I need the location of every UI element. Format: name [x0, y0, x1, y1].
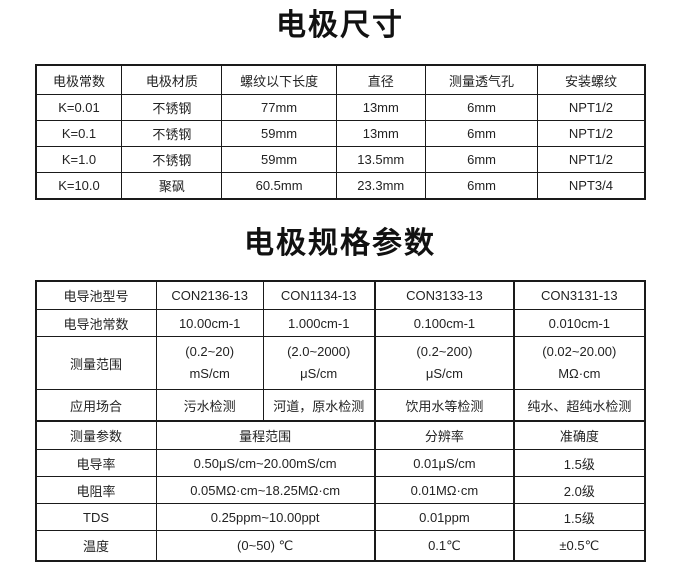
spec-row-application: 应用场合 污水检测 河道，原水检测 饮用水等检测 纯水、超纯水检测: [35, 389, 646, 422]
cell-thread-length: 60.5mm: [221, 172, 337, 200]
spec-title: 电极规格参数: [244, 227, 436, 260]
header-measure-param: 测量参数: [35, 420, 157, 450]
param-range-cell: 0.50μS/cm~20.00mS/cm: [155, 449, 376, 477]
cell-constant: K=1.0: [34, 146, 123, 173]
cell-vent-hole: 6mm: [424, 172, 539, 200]
cell-material: 不锈钢: [121, 120, 223, 147]
header-mount-thread: 安装螺纹: [537, 64, 645, 95]
header-vent-hole: 测量透气孔: [424, 64, 539, 95]
application-cell: 纯水、超纯水检测: [513, 389, 646, 422]
header-range: 量程范围: [155, 420, 376, 450]
cell-diameter: 13.5mm: [335, 146, 426, 173]
cell-mount-thread: NPT1/2: [537, 120, 645, 147]
dim-row-k100: K=10.0 聚砜 60.5mm 23.3mm 6mm NPT3/4: [34, 172, 645, 200]
dim-row-k10: K=1.0 不锈钢 59mm 13.5mm 6mm NPT1/2: [34, 146, 645, 173]
param-accuracy-cell: 2.0级: [513, 476, 646, 504]
param-accuracy-cell: 1.5级: [513, 503, 646, 531]
model-cell: CON3131-13: [513, 280, 646, 310]
model-cell: CON1134-13: [262, 280, 376, 310]
cell-constant: K=0.01: [34, 94, 123, 121]
cell-material: 不锈钢: [121, 146, 223, 173]
param-resolution-cell: 0.1℃: [373, 530, 515, 562]
cell-diameter: 13mm: [335, 120, 426, 147]
cell-mount-thread: NPT1/2: [537, 146, 645, 173]
cell-vent-hole: 6mm: [424, 146, 539, 173]
range-unit: MΩ·cm: [558, 366, 601, 381]
constant-cell: 0.010cm-1: [513, 309, 646, 337]
cell-thread-length: 59mm: [221, 120, 337, 147]
cell-diameter: 13mm: [335, 94, 426, 121]
param-accuracy-cell: ±0.5℃: [513, 530, 646, 562]
param-range-cell: 0.25ppm~10.00ppt: [155, 503, 376, 531]
cell-vent-hole: 6mm: [424, 120, 539, 147]
range-cell: (0.2~20) mS/cm: [155, 336, 264, 390]
range-value: (2.0~2000): [287, 344, 351, 359]
range-cell: (2.0~2000) μS/cm: [262, 336, 376, 390]
spec-row-model: 电导池型号 CON2136-13 CON1134-13 CON3133-13 C…: [35, 280, 646, 310]
cell-mount-thread: NPT3/4: [537, 172, 645, 200]
application-cell: 污水检测: [155, 389, 264, 422]
param-accuracy-cell: 1.5级: [513, 449, 646, 477]
row-label: 电导率: [35, 449, 157, 477]
spec-row-param-header: 测量参数 量程范围 分辨率 准确度: [35, 420, 646, 450]
range-unit: μS/cm: [425, 366, 463, 381]
dimensions-table: 电极常数 电极材质 螺纹以下长度 直径 测量透气孔 安装螺纹 K=0.01 不锈…: [34, 64, 646, 200]
model-cell: CON3133-13: [373, 280, 515, 310]
param-range-cell: 0.05MΩ·cm~18.25MΩ·cm: [155, 476, 376, 504]
header-accuracy: 准确度: [513, 420, 646, 450]
range-value: (0.2~20): [185, 344, 235, 359]
param-resolution-cell: 0.01μS/cm: [373, 449, 515, 477]
range-value: (0.02~20.00): [542, 344, 617, 359]
cell-mount-thread: NPT1/2: [537, 94, 645, 121]
application-cell: 河道，原水检测: [262, 389, 376, 422]
constant-cell: 1.000cm-1: [262, 309, 376, 337]
cell-material: 不锈钢: [121, 94, 223, 121]
dim-header-row: 电极常数 电极材质 螺纹以下长度 直径 测量透气孔 安装螺纹: [34, 64, 645, 95]
param-range-cell: (0~50) ℃: [155, 530, 376, 562]
header-diameter: 直径: [335, 64, 426, 95]
row-label: 测量范围: [35, 336, 157, 390]
cell-vent-hole: 6mm: [424, 94, 539, 121]
spec-row-resistivity: 电阻率 0.05MΩ·cm~18.25MΩ·cm 0.01MΩ·cm 2.0级: [35, 476, 646, 504]
row-label: TDS: [35, 503, 157, 531]
model-cell: CON2136-13: [155, 280, 264, 310]
application-cell: 饮用水等检测: [373, 389, 515, 422]
dimensions-title: 电极尺寸: [276, 9, 404, 42]
row-label: 温度: [35, 530, 157, 562]
param-resolution-cell: 0.01ppm: [373, 503, 515, 531]
cell-constant: K=0.1: [34, 120, 123, 147]
header-resolution: 分辨率: [373, 420, 515, 450]
dim-row-k01: K=0.1 不锈钢 59mm 13mm 6mm NPT1/2: [34, 120, 645, 147]
constant-cell: 0.100cm-1: [373, 309, 515, 337]
param-resolution-cell: 0.01MΩ·cm: [373, 476, 515, 504]
range-cell: (0.02~20.00) MΩ·cm: [513, 336, 646, 390]
spec-row-range: 测量范围 (0.2~20) mS/cm (2.0~2000) μS/cm (0.…: [35, 336, 646, 390]
row-label: 电阻率: [35, 476, 157, 504]
dim-row-k001: K=0.01 不锈钢 77mm 13mm 6mm NPT1/2: [34, 94, 645, 121]
spec-row-temperature: 温度 (0~50) ℃ 0.1℃ ±0.5℃: [35, 530, 646, 562]
spec-row-tds: TDS 0.25ppm~10.00ppt 0.01ppm 1.5级: [35, 503, 646, 531]
range-unit: μS/cm: [300, 366, 338, 381]
header-thread-length: 螺纹以下长度: [221, 64, 337, 95]
cell-diameter: 23.3mm: [335, 172, 426, 200]
row-label: 应用场合: [35, 389, 157, 422]
cell-thread-length: 59mm: [221, 146, 337, 173]
spec-row-conductivity: 电导率 0.50μS/cm~20.00mS/cm 0.01μS/cm 1.5级: [35, 449, 646, 477]
cell-thread-length: 77mm: [221, 94, 337, 121]
row-label: 电导池常数: [35, 309, 157, 337]
spec-table: 电导池型号 CON2136-13 CON1134-13 CON3133-13 C…: [34, 280, 646, 562]
cell-material: 聚砜: [121, 172, 223, 200]
header-electrode-constant: 电极常数: [34, 64, 123, 95]
row-label: 电导池型号: [35, 280, 157, 310]
cell-constant: K=10.0: [34, 172, 123, 200]
constant-cell: 10.00cm-1: [155, 309, 264, 337]
range-value: (0.2~200): [416, 344, 473, 359]
range-unit: mS/cm: [189, 366, 230, 381]
header-electrode-material: 电极材质: [121, 64, 223, 95]
range-cell: (0.2~200) μS/cm: [373, 336, 515, 390]
spec-row-constant: 电导池常数 10.00cm-1 1.000cm-1 0.100cm-1 0.01…: [35, 309, 646, 337]
